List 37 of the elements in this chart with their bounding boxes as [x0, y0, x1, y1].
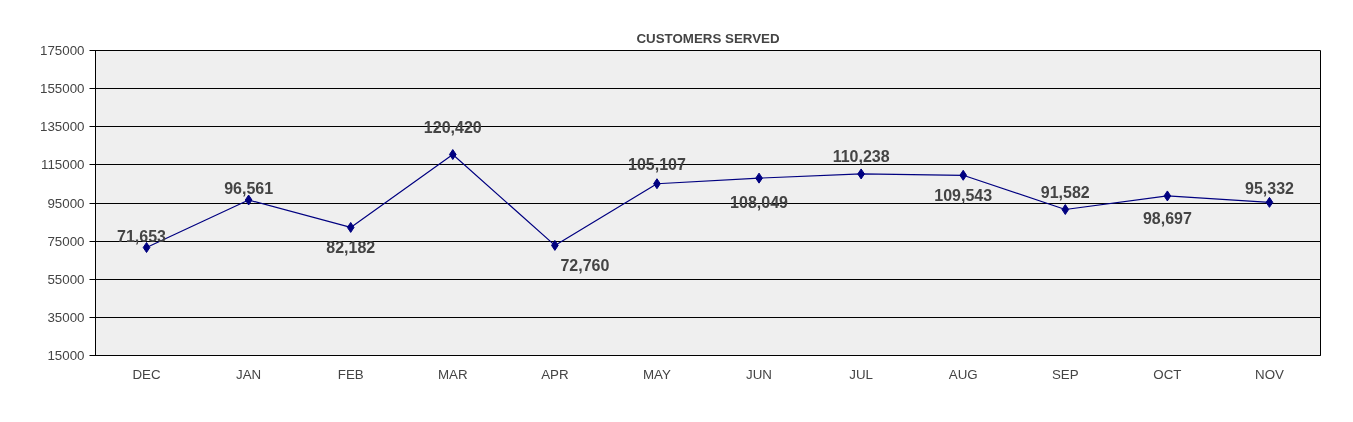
x-tick-label: DEC — [132, 366, 161, 382]
data-label: 95,332 — [1244, 180, 1295, 198]
x-tick-label: APR — [541, 366, 569, 382]
x-tick-label: JUL — [849, 366, 873, 382]
point — [1265, 196, 1274, 208]
x-tick-label: FEB — [337, 366, 364, 382]
data-label: 72,760 — [560, 257, 610, 275]
x-tick-label: JAN — [236, 366, 262, 382]
x-tick-label: JUN — [746, 366, 773, 382]
point — [346, 221, 355, 233]
x-tick-label: MAY — [643, 366, 672, 382]
data-label: 82,182 — [326, 239, 376, 257]
y-tick-label: 55000 — [47, 271, 85, 287]
y-tick-label: 155000 — [40, 81, 85, 97]
x-tick-label: SEP — [1051, 366, 1079, 382]
x-tick-label: NOV — [1255, 366, 1285, 382]
data-label: 71,653 — [117, 227, 167, 245]
data-label: 91,582 — [1040, 183, 1090, 201]
y-tick-label: 75000 — [47, 233, 85, 249]
data-label: 96,561 — [224, 180, 274, 198]
x-tick-label: OCT — [1153, 366, 1182, 382]
point — [959, 169, 968, 181]
chart-title: CUSTOMERS SERVED — [636, 30, 780, 46]
y-tick-label: 135000 — [40, 119, 85, 135]
y-tick-label: 115000 — [41, 157, 85, 173]
x-tick-label: MAR — [437, 366, 468, 382]
point — [448, 149, 457, 161]
data-label: 110,238 — [832, 147, 890, 165]
point — [1061, 204, 1070, 216]
y-tick-label: 175000 — [40, 43, 85, 58]
y-tick-label: 35000 — [47, 309, 85, 325]
data-label: 98,697 — [1142, 209, 1192, 227]
x-tick-label: AUG — [948, 366, 978, 382]
y-tick-label: 95000 — [47, 195, 85, 211]
y-tick-label: 15000 — [47, 348, 85, 363]
data-label: 109,543 — [934, 187, 993, 205]
point — [1163, 190, 1172, 202]
